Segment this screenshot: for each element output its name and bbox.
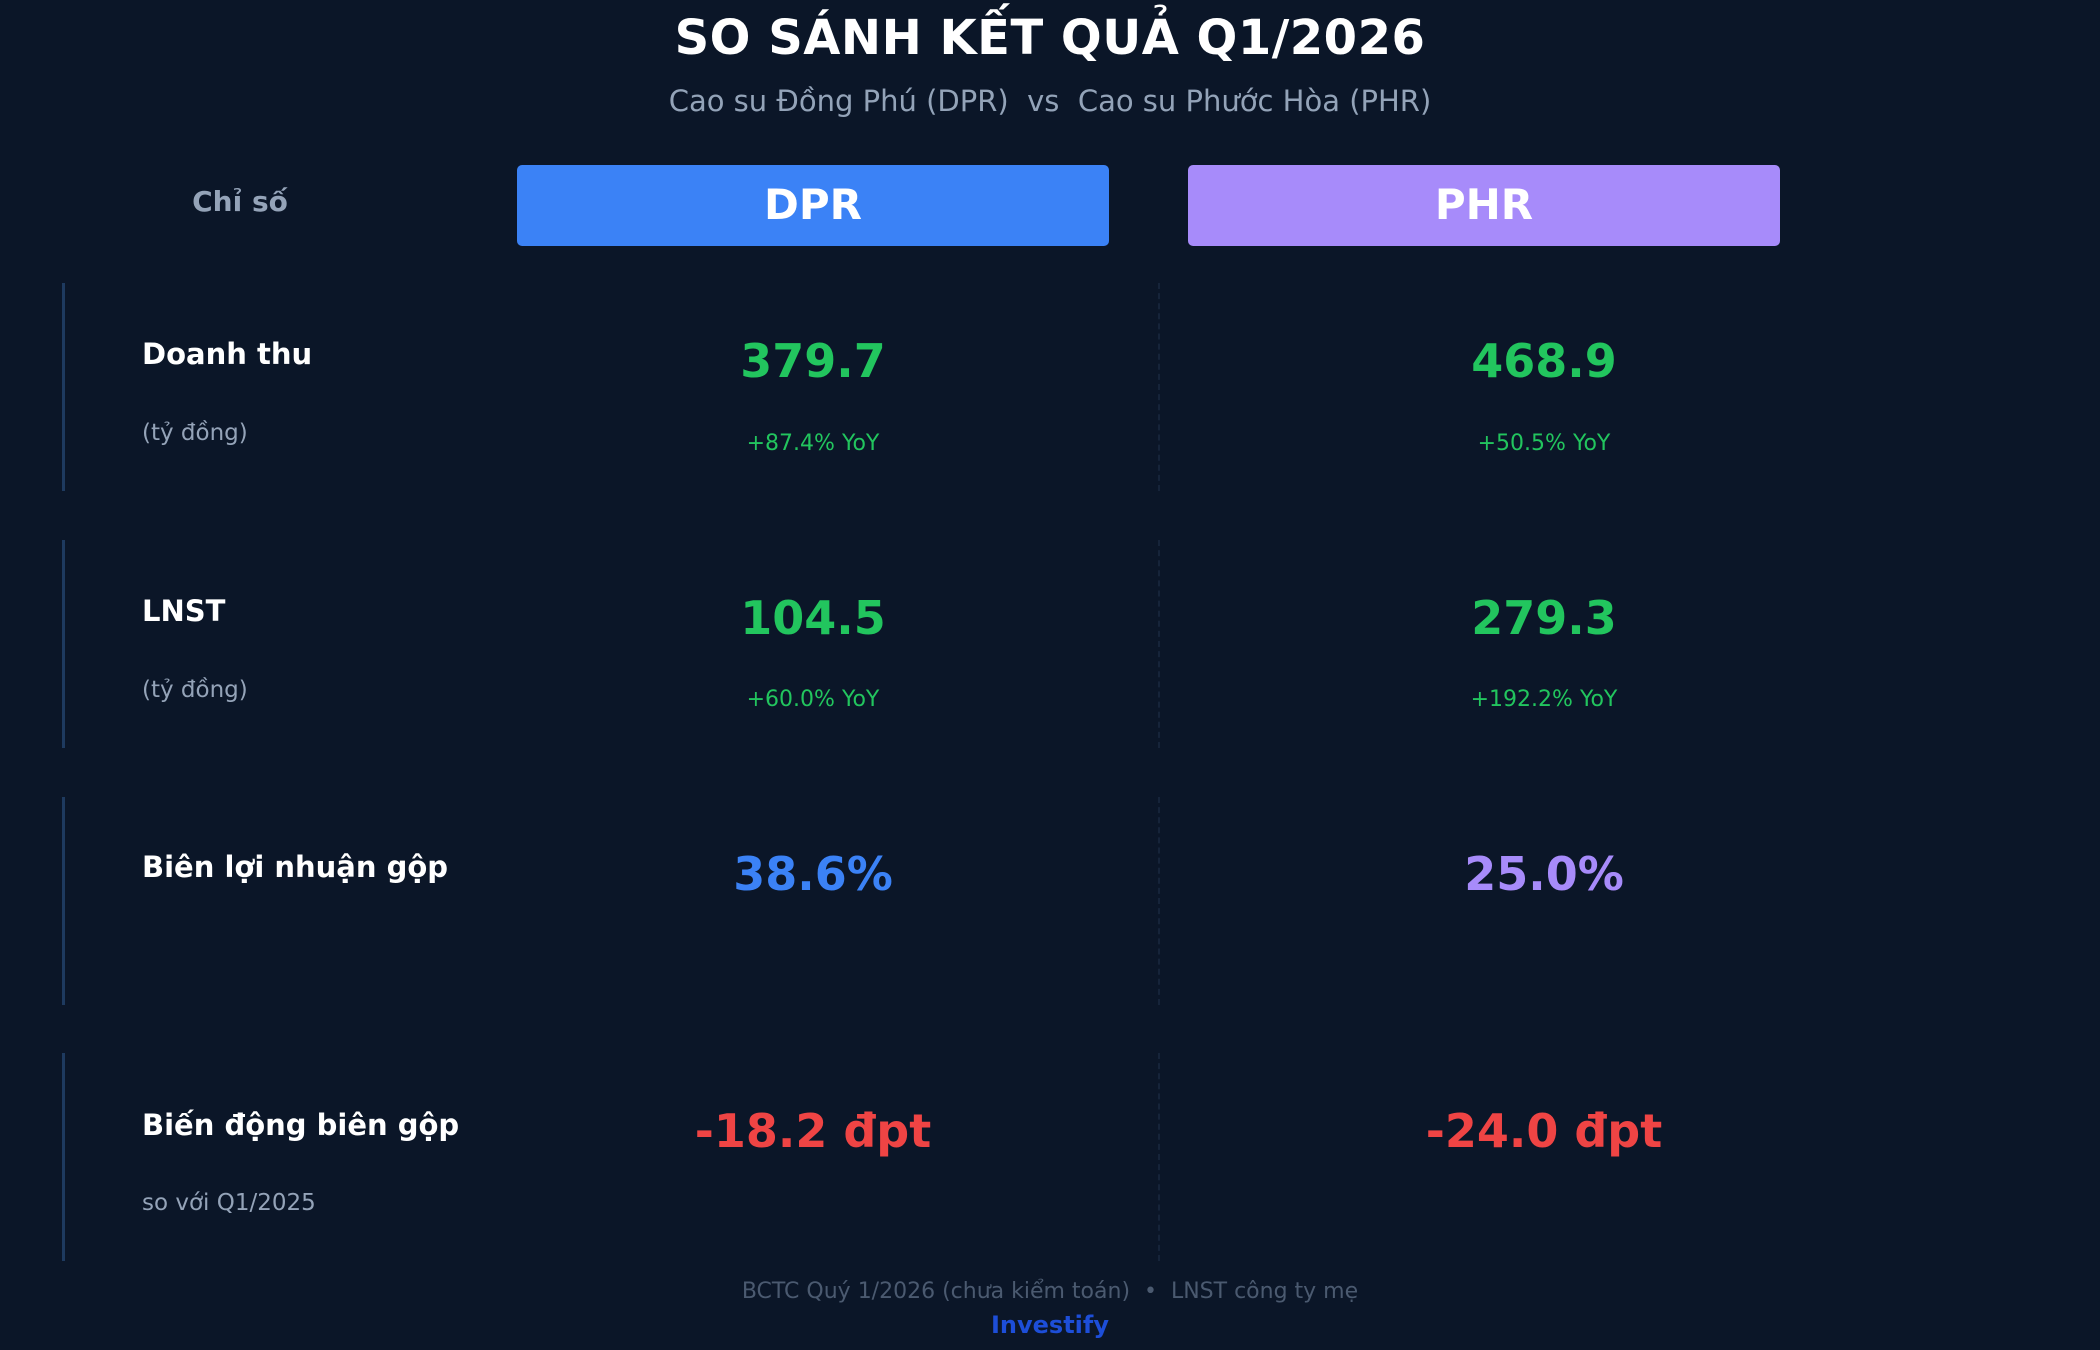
row-accent-bar: [62, 283, 65, 491]
phr-value: 25.0%: [1464, 847, 1624, 901]
metric-unit: (tỷ đồng): [142, 677, 248, 703]
page-subtitle: Cao su Đồng Phú (DPR) vs Cao su Phước Hò…: [668, 84, 1432, 118]
metric-name: LNST: [142, 594, 226, 628]
phr-value: 468.9: [1471, 334, 1617, 388]
column-header-phr: PHR: [1188, 165, 1780, 246]
dpr-value: 38.6%: [733, 847, 893, 901]
row-accent-bar: [62, 797, 65, 1005]
dpr-value: 379.7: [740, 334, 886, 388]
dpr-yoy: +87.4% YoY: [746, 431, 880, 456]
phr-yoy: +192.2% YoY: [1470, 687, 1618, 712]
column-divider: [1158, 540, 1160, 748]
metric-name: Doanh thu: [142, 337, 313, 371]
phr-yoy: +50.5% YoY: [1477, 431, 1611, 456]
column-divider: [1158, 797, 1160, 1005]
phr-value: -24.0 đpt: [1425, 1104, 1663, 1158]
dpr-yoy: +60.0% YoY: [746, 687, 880, 712]
footer-note: BCTC Quý 1/2026 (chưa kiểm toán) • LNST …: [741, 1279, 1359, 1304]
dpr-value: -18.2 đpt: [694, 1104, 932, 1158]
page-title: SO SÁNH KẾT QUẢ Q1/2026: [674, 10, 1426, 66]
phr-value: 279.3: [1471, 591, 1617, 645]
column-divider: [1158, 283, 1160, 491]
brand-logo-text: Investify: [990, 1311, 1109, 1339]
column-header-dpr: DPR: [517, 165, 1109, 246]
row-accent-bar: [62, 540, 65, 748]
dpr-value: 104.5: [740, 591, 886, 645]
metric-unit: (tỷ đồng): [142, 420, 248, 446]
column-divider: [1158, 1053, 1160, 1261]
metric-unit: so với Q1/2025: [142, 1190, 316, 1216]
row-accent-bar: [62, 1053, 65, 1261]
metric-column-header: Chỉ số: [192, 185, 288, 218]
metric-name: Biên lợi nhuận gộp: [142, 850, 449, 884]
metric-name: Biến động biên gộp: [142, 1108, 460, 1142]
